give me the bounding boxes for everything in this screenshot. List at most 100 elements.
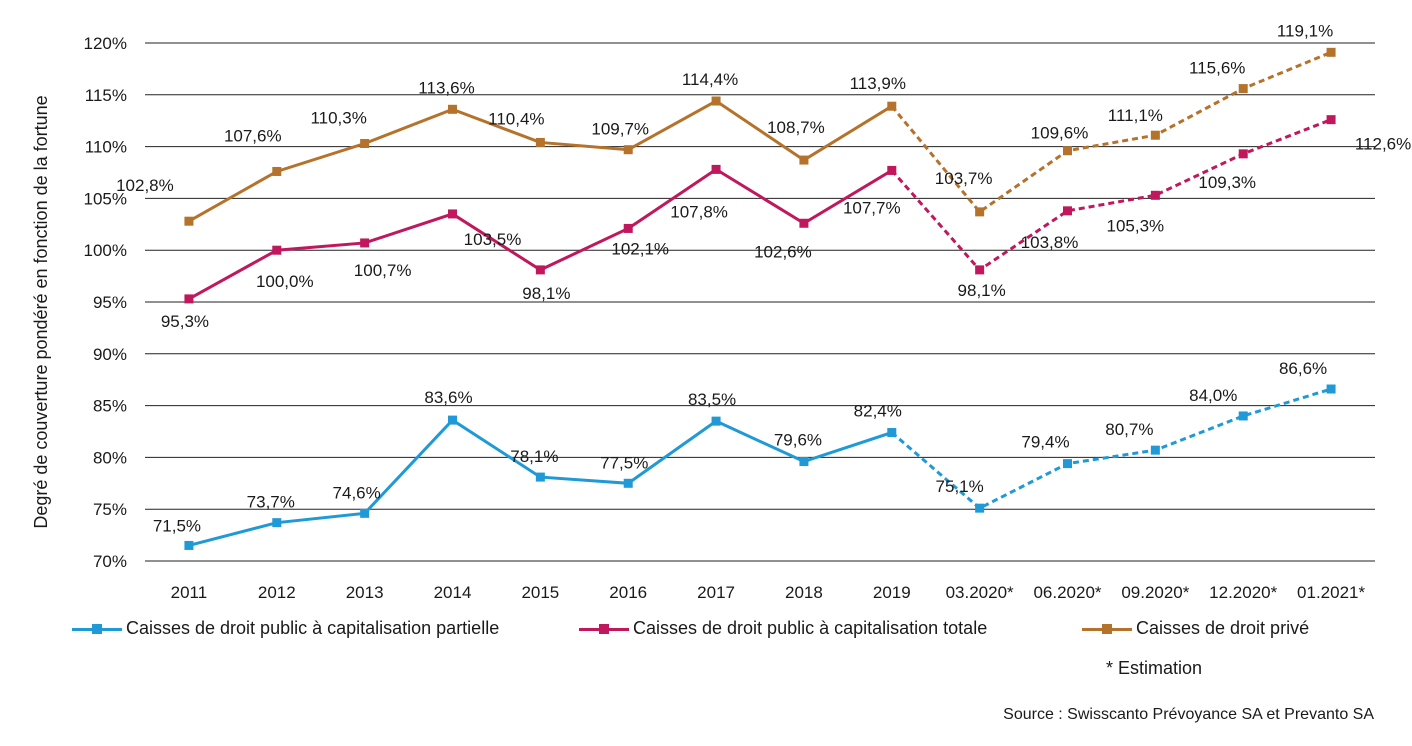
x-tick-label: 12.2020* bbox=[1209, 583, 1277, 602]
data-label: 79,6% bbox=[774, 431, 822, 450]
x-tick-label: 2011 bbox=[171, 583, 208, 602]
y-tick-label: 100% bbox=[84, 241, 127, 260]
data-label: 98,1% bbox=[958, 281, 1006, 300]
data-label: 83,6% bbox=[424, 388, 472, 407]
data-point bbox=[1326, 384, 1336, 394]
legend-swatch bbox=[72, 622, 122, 636]
legend-swatch bbox=[579, 622, 629, 636]
data-label: 107,8% bbox=[670, 202, 728, 221]
x-tick-label: 2017 bbox=[697, 583, 735, 602]
data-label: 119,1% bbox=[1277, 21, 1333, 40]
data-label: 115,6% bbox=[1189, 59, 1245, 78]
data-label: 100,7% bbox=[354, 261, 412, 280]
data-label: 80,7% bbox=[1105, 420, 1153, 439]
data-point bbox=[623, 145, 633, 155]
estimation-note: * Estimation bbox=[1106, 658, 1203, 678]
series-line-estimate bbox=[890, 118, 1332, 272]
data-point bbox=[272, 166, 282, 176]
data-point bbox=[1063, 146, 1072, 156]
data-point bbox=[1326, 115, 1336, 125]
data-point bbox=[535, 265, 545, 275]
data-label: 102,6% bbox=[754, 242, 812, 261]
data-point bbox=[1150, 445, 1160, 455]
x-tick-label: 2019 bbox=[873, 583, 911, 602]
data-point bbox=[184, 216, 194, 226]
data-label: 102,1% bbox=[611, 239, 669, 258]
data-label: 79,4% bbox=[1021, 433, 1069, 452]
data-label: 108,7% bbox=[767, 118, 825, 137]
data-label: 107,6% bbox=[224, 126, 282, 145]
data-point bbox=[360, 138, 370, 148]
x-tick-label: 09.2020* bbox=[1121, 583, 1189, 602]
data-point bbox=[711, 96, 721, 106]
legend-swatch bbox=[1082, 622, 1132, 636]
series-line-estimate bbox=[890, 387, 1332, 510]
x-tick-label: 2015 bbox=[521, 583, 559, 602]
data-point bbox=[448, 104, 457, 114]
data-label: 95,3% bbox=[161, 312, 209, 331]
data-label: 111,1% bbox=[1108, 106, 1163, 125]
data-label: 78,1% bbox=[510, 447, 558, 466]
data-point bbox=[1326, 47, 1336, 57]
y-tick-label: 105% bbox=[84, 189, 127, 208]
data-label: 107,7% bbox=[843, 198, 901, 217]
data-point bbox=[799, 457, 809, 467]
data-point bbox=[1238, 84, 1248, 94]
data-label: 102,8% bbox=[116, 176, 174, 195]
legend-label: Caisses de droit privé bbox=[1136, 618, 1310, 638]
data-label: 86,6% bbox=[1279, 359, 1327, 378]
data-point bbox=[1238, 411, 1248, 421]
data-label: 114,4% bbox=[682, 70, 738, 89]
data-point bbox=[711, 164, 721, 174]
x-axis-ticks: 2011 2012 2013 2014 2015 2016 2017 2018 2019 03.2… bbox=[171, 583, 1366, 602]
gridlines bbox=[145, 42, 1375, 562]
data-label: 109,7% bbox=[591, 120, 649, 139]
source-note: Source : Swisscanto Prévoyance SA et Pre… bbox=[1003, 706, 1374, 723]
y-tick-label: 70% bbox=[93, 552, 127, 571]
y-tick-label: 115% bbox=[85, 86, 127, 105]
data-point bbox=[799, 155, 809, 165]
series-layer bbox=[184, 47, 1336, 550]
y-tick-label: 80% bbox=[93, 448, 127, 467]
data-point bbox=[887, 428, 897, 438]
data-point bbox=[1063, 206, 1072, 216]
coverage-ratio-chart: 70% 75% 80% 85% 90% 95% 100% 105% 110% 115% 120% 2… bbox=[31, 21, 1411, 602]
x-tick-label: 03.2020* bbox=[946, 583, 1014, 602]
data-point bbox=[799, 218, 809, 228]
data-label: 110,3% bbox=[310, 108, 366, 127]
data-label: 103,8% bbox=[1021, 233, 1079, 252]
y-tick-label: 75% bbox=[93, 500, 127, 519]
data-point bbox=[975, 265, 985, 275]
data-point bbox=[360, 508, 370, 518]
y-tick-label: 95% bbox=[93, 293, 127, 312]
data-point bbox=[1150, 190, 1160, 200]
data-point bbox=[887, 165, 897, 175]
legend-item: Caisses de droit public à capitalisation… bbox=[579, 618, 987, 639]
data-label: 84,0% bbox=[1189, 386, 1237, 405]
data-point bbox=[975, 207, 985, 217]
data-point bbox=[711, 416, 721, 426]
x-tick-label: 2016 bbox=[609, 583, 647, 602]
data-label: 73,7% bbox=[247, 493, 295, 512]
data-label: 75,1% bbox=[936, 477, 984, 496]
x-tick-label: 01.2021* bbox=[1297, 583, 1365, 602]
data-label: 109,6% bbox=[1031, 124, 1089, 143]
data-point bbox=[975, 503, 985, 513]
data-labels: 71,5% 73,7% 74,6% 83,6% 78,1% 77,5% 83,5% 79,6%… bbox=[116, 21, 1411, 535]
y-axis-label: Degré de couverture pondéré en fonction … bbox=[31, 95, 51, 528]
y-tick-label: 90% bbox=[93, 345, 127, 364]
data-label: 100,0% bbox=[256, 272, 314, 291]
data-point bbox=[448, 209, 457, 219]
x-tick-label: 06.2020* bbox=[1033, 583, 1101, 602]
x-tick-label: 2012 bbox=[258, 583, 296, 602]
data-point bbox=[272, 518, 282, 528]
data-label: 109,3% bbox=[1198, 173, 1256, 192]
x-tick-label: 2018 bbox=[785, 583, 823, 602]
legend: Caisses de droit public à capitalisation… bbox=[72, 618, 1402, 688]
data-point bbox=[448, 415, 457, 425]
data-label: 103,5% bbox=[464, 230, 522, 249]
data-point bbox=[184, 540, 194, 550]
y-tick-label: 120% bbox=[84, 34, 127, 53]
data-label: 110,4% bbox=[488, 109, 544, 128]
data-label: 113,9% bbox=[850, 74, 906, 93]
